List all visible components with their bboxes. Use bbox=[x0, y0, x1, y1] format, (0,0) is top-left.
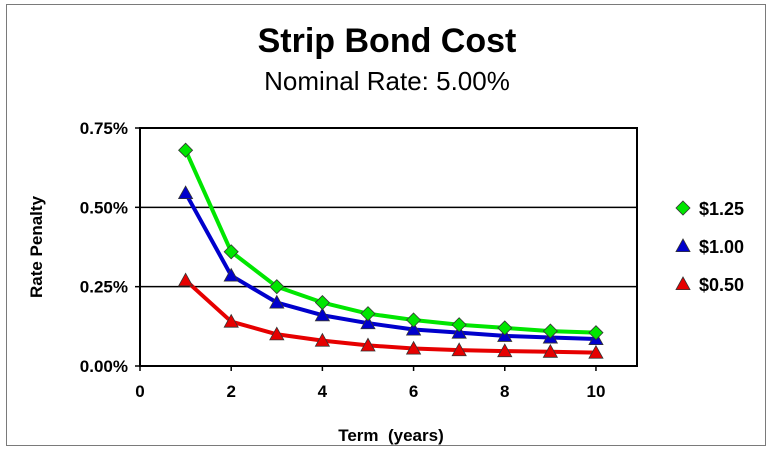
series-group bbox=[177, 142, 604, 359]
data-point-2-6 bbox=[451, 342, 467, 357]
y-tick-label: 0.75% bbox=[80, 119, 128, 138]
series-line-1 bbox=[183, 191, 598, 342]
legend-marker-2 bbox=[675, 276, 691, 291]
data-point-2-2 bbox=[269, 326, 285, 341]
data-point-1-1 bbox=[223, 267, 239, 282]
data-point-0-7 bbox=[497, 320, 513, 336]
x-tick-label: 10 bbox=[587, 382, 606, 401]
x-axis-label: Term (years) bbox=[338, 426, 444, 445]
data-point-2-4 bbox=[360, 337, 376, 352]
legend-label-1: $1.00 bbox=[699, 237, 744, 257]
data-point-0-5 bbox=[406, 312, 422, 328]
x-tick-label: 6 bbox=[409, 382, 418, 401]
series-line-0 bbox=[183, 148, 598, 335]
y-tick-label: 0.50% bbox=[80, 198, 128, 217]
data-point-2-0 bbox=[177, 272, 194, 287]
plot-area bbox=[139, 127, 638, 367]
legend: $1.25 $1.00 $0.50 bbox=[675, 199, 744, 295]
data-point-2-5 bbox=[405, 340, 422, 355]
y-tick-label: 0.00% bbox=[80, 357, 128, 376]
chart-frame bbox=[6, 4, 766, 446]
x-tick-label: 2 bbox=[226, 382, 235, 401]
data-point-1-2 bbox=[269, 294, 285, 309]
data-point-0-9 bbox=[588, 325, 604, 341]
legend-marker-1 bbox=[675, 238, 691, 253]
data-point-2-8 bbox=[542, 343, 559, 358]
axis-ticks: 0.00% 0.25% 0.50% 0.75% 0 2 4 6 8 10 bbox=[80, 119, 606, 401]
chart-title: Strip Bond Cost bbox=[257, 22, 517, 60]
legend-label-0: $1.25 bbox=[699, 199, 744, 219]
data-point-0-2 bbox=[269, 279, 285, 295]
y-axis-label: Rate Penalty bbox=[27, 195, 46, 298]
data-point-0-0 bbox=[178, 142, 194, 158]
data-point-0-8 bbox=[542, 323, 558, 339]
legend-marker-0 bbox=[675, 200, 691, 216]
data-point-1-5 bbox=[405, 321, 422, 336]
y-tick-label: 0.25% bbox=[80, 278, 128, 297]
data-point-0-1 bbox=[223, 244, 239, 260]
grid-lines bbox=[140, 206, 637, 288]
data-point-2-7 bbox=[497, 343, 513, 358]
x-tick-label: 8 bbox=[500, 382, 509, 401]
data-point-2-9 bbox=[588, 344, 604, 359]
x-tick-label: 4 bbox=[318, 382, 328, 401]
data-point-1-0 bbox=[177, 185, 194, 200]
legend-label-2: $0.50 bbox=[699, 275, 744, 295]
series-line-2 bbox=[183, 278, 598, 355]
x-tick-label: 0 bbox=[135, 382, 144, 401]
data-point-2-3 bbox=[314, 332, 331, 347]
data-point-0-3 bbox=[314, 294, 330, 311]
data-point-0-4 bbox=[360, 306, 376, 322]
data-point-1-4 bbox=[360, 315, 376, 330]
chart-subtitle: Nominal Rate: 5.00% bbox=[264, 66, 510, 96]
data-point-0-6 bbox=[451, 317, 467, 333]
data-point-1-3 bbox=[314, 307, 331, 322]
data-point-2-1 bbox=[223, 313, 239, 328]
